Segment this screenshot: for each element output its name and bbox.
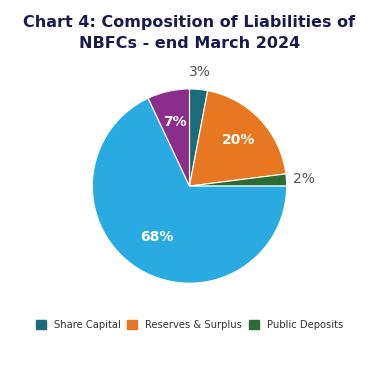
Wedge shape xyxy=(148,89,190,186)
Title: Chart 4: Composition of Liabilities of
NBFCs - end March 2024: Chart 4: Composition of Liabilities of N… xyxy=(23,15,356,51)
Text: 3%: 3% xyxy=(190,65,211,79)
Wedge shape xyxy=(190,91,286,186)
Wedge shape xyxy=(92,98,287,283)
Legend: Share Capital, Reserves & Surplus, Public Deposits: Share Capital, Reserves & Surplus, Publi… xyxy=(31,316,348,334)
Text: 2%: 2% xyxy=(293,172,315,186)
Text: 7%: 7% xyxy=(163,115,187,129)
Text: 68%: 68% xyxy=(141,230,174,244)
Text: 20%: 20% xyxy=(222,133,256,147)
Wedge shape xyxy=(190,89,208,186)
Wedge shape xyxy=(190,174,287,186)
